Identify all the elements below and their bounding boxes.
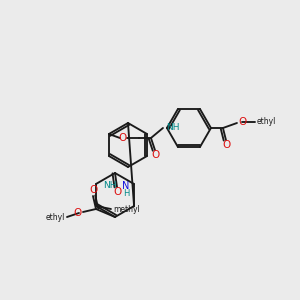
Text: O: O (223, 140, 231, 150)
Text: NH: NH (103, 181, 116, 190)
Text: methyl: methyl (113, 205, 140, 214)
Text: N: N (122, 181, 129, 191)
Text: O: O (238, 117, 246, 127)
Text: O: O (119, 133, 127, 143)
Text: O: O (114, 187, 122, 197)
Text: O: O (152, 150, 160, 160)
Text: H: H (123, 188, 129, 197)
Text: O: O (89, 185, 97, 195)
Text: O: O (74, 208, 82, 218)
Text: ethyl: ethyl (257, 118, 276, 127)
Text: ethyl: ethyl (46, 212, 65, 221)
Text: NH: NH (166, 122, 179, 131)
